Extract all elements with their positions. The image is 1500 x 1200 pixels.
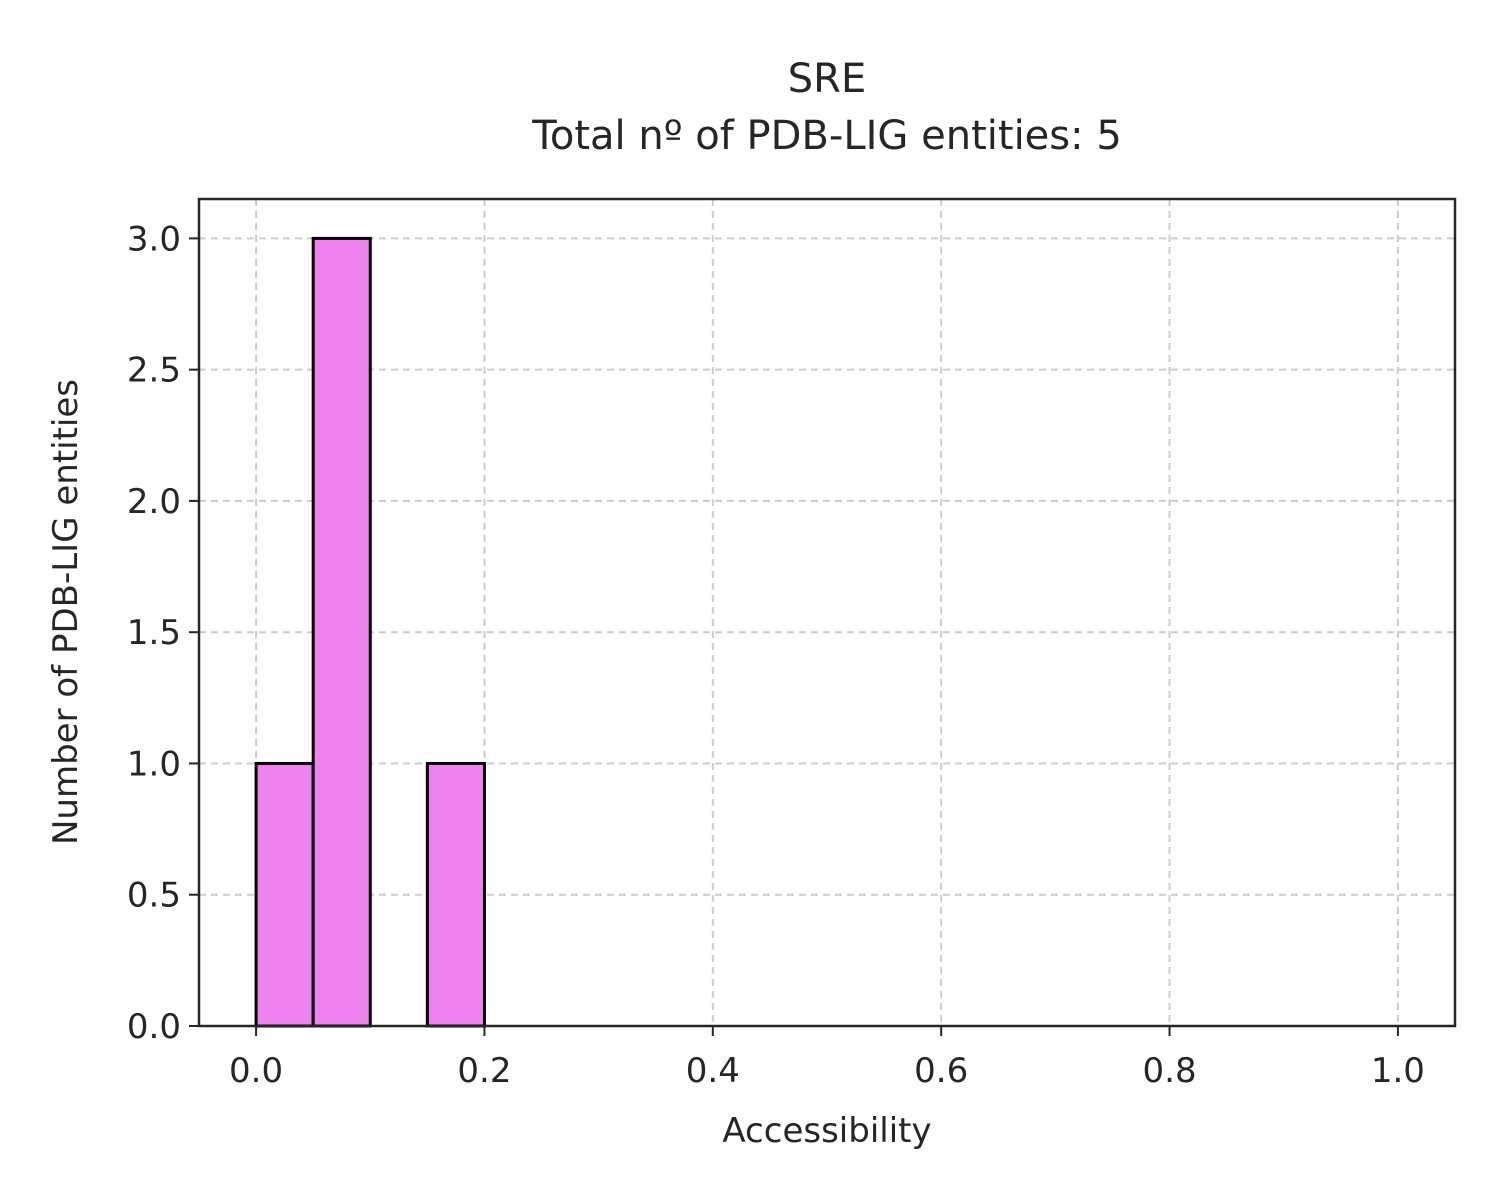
- histogram-bar: [425, 761, 486, 1028]
- y-tick-label: 0.0: [127, 1007, 181, 1047]
- chart-subtitle: Total nº of PDB-LIG entities: 5: [531, 113, 1122, 159]
- x-axis-ticks: 0.0 0.2 0.4 0.6 0.8 1.0: [229, 1026, 1425, 1091]
- y-tick-label: 2.0: [127, 482, 181, 522]
- y-tick-label: 1.5: [127, 613, 181, 653]
- grid-lines: [199, 199, 1455, 1027]
- histogram-bar: [254, 761, 315, 1028]
- plot-frame: [197, 197, 1457, 1028]
- x-tick-label: 0.4: [686, 1051, 740, 1091]
- y-tick-label: 3.0: [127, 219, 181, 259]
- x-axis-label: Accessibility: [722, 1111, 931, 1151]
- chart-title: SRE: [788, 56, 866, 102]
- x-tick-label: 0.8: [1143, 1051, 1197, 1091]
- histogram-bar: [311, 236, 372, 1028]
- y-axis-ticks: 0.0 0.5 1.0 1.5 2.0 2.5 3.0: [127, 219, 199, 1047]
- y-tick-label: 0.5: [127, 876, 181, 916]
- bars: [254, 236, 486, 1028]
- y-axis-label: Number of PDB-LIG entities: [46, 379, 86, 845]
- x-tick-label: 0.2: [457, 1051, 511, 1091]
- y-tick-label: 2.5: [127, 351, 181, 391]
- x-tick-label: 0.6: [914, 1051, 968, 1091]
- x-tick-label: 0.0: [229, 1051, 283, 1091]
- x-tick-label: 1.0: [1371, 1051, 1425, 1091]
- y-tick-label: 1.0: [127, 744, 181, 784]
